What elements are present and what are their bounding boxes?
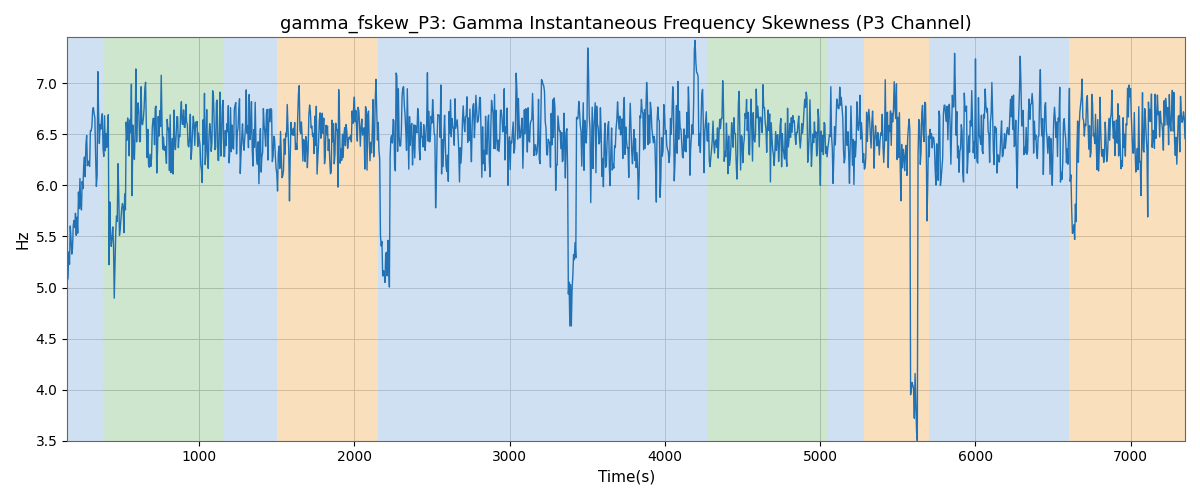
Bar: [708, 38, 828, 440]
Bar: [828, 38, 864, 440]
Bar: [277, 38, 378, 440]
Bar: [864, 38, 929, 440]
Title: gamma_fskew_P3: Gamma Instantaneous Frequency Skewness (P3 Channel): gamma_fskew_P3: Gamma Instantaneous Freq…: [281, 15, 972, 34]
Bar: [103, 38, 222, 440]
Bar: [680, 38, 708, 440]
Bar: [222, 38, 277, 440]
X-axis label: Time(s): Time(s): [598, 470, 655, 485]
Bar: [1068, 38, 1186, 440]
Bar: [378, 38, 680, 440]
Bar: [929, 38, 1068, 440]
Bar: [67, 38, 103, 440]
Y-axis label: Hz: Hz: [16, 230, 30, 249]
